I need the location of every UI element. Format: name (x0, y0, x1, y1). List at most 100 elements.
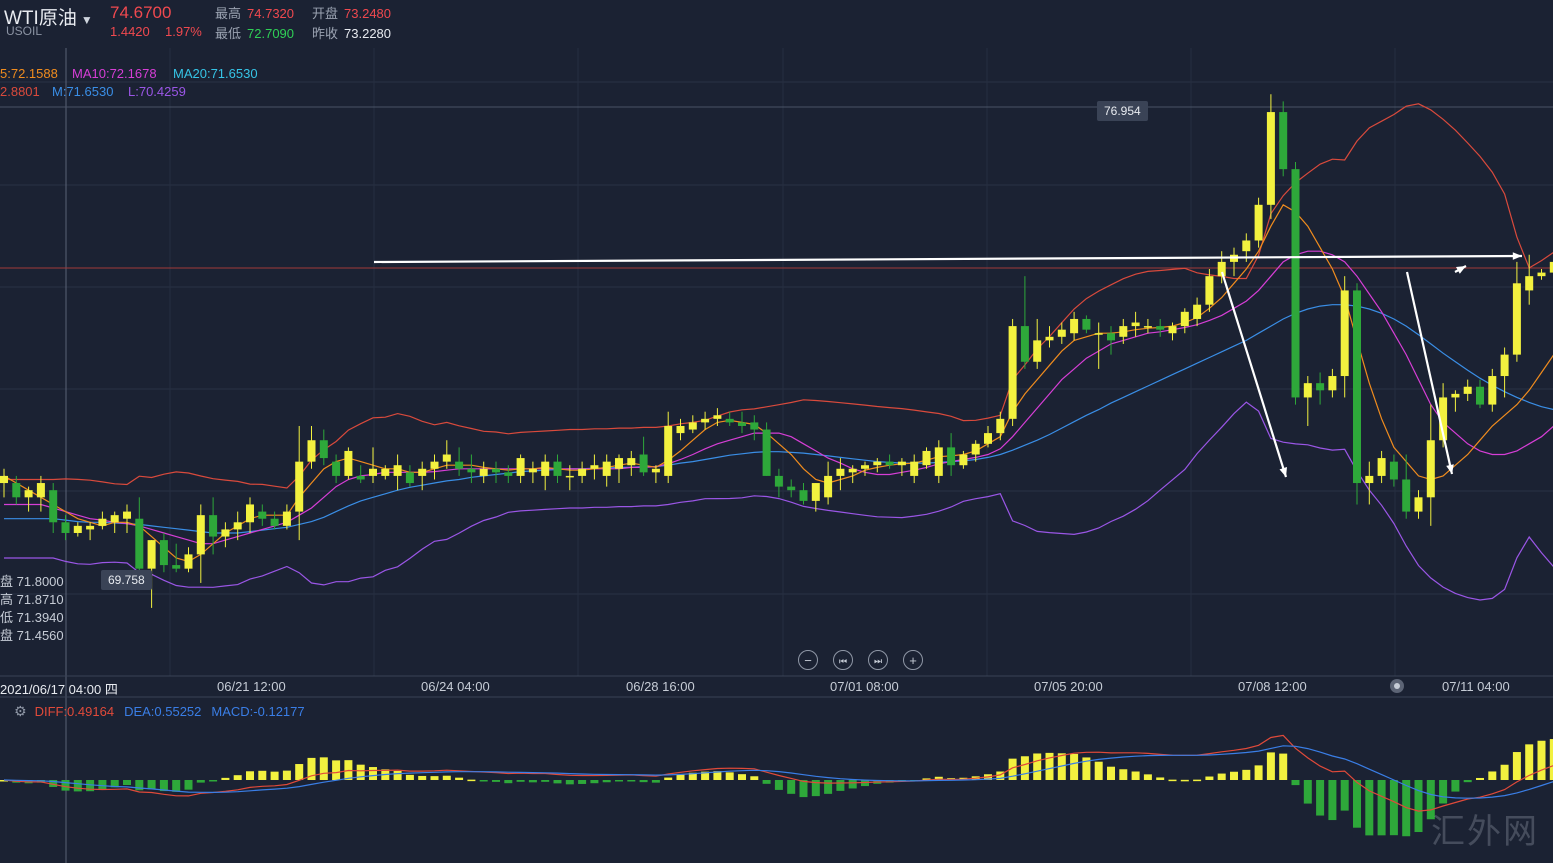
candle (0, 468, 8, 498)
zoom-out-button[interactable]: − (798, 650, 818, 670)
macd-bar (553, 780, 562, 784)
candle (1180, 308, 1189, 334)
macd-bar (270, 771, 279, 780)
symbol-code: USOIL (6, 24, 43, 38)
candle (1365, 461, 1374, 505)
candle (405, 465, 414, 487)
macd-bar (836, 780, 845, 791)
candle (922, 447, 931, 469)
candle-body (639, 454, 648, 473)
candle-body (1365, 475, 1374, 484)
boll-lower-line (4, 401, 1553, 601)
candle-body (0, 475, 8, 484)
macd-bar (922, 778, 931, 780)
candle-body (516, 458, 525, 476)
candle-body (1020, 326, 1029, 362)
macd-bar (73, 780, 82, 792)
cursor-time-label: 2021/06/17 04:00 四 (0, 682, 118, 697)
candle-body (98, 518, 107, 526)
macd-bar (1328, 780, 1337, 821)
macd-bar (701, 771, 710, 780)
macd-bar (1205, 776, 1214, 780)
symbol-selector[interactable]: WTI原油 ▼ (4, 3, 93, 30)
macd-bar (1094, 761, 1103, 780)
zoom-in-button[interactable]: + (903, 650, 923, 670)
candle (984, 425, 992, 448)
macd-bar (848, 780, 857, 789)
candle-body (209, 515, 218, 537)
macd-bar (184, 780, 193, 790)
macd-bar (1131, 771, 1140, 780)
candle-body (1291, 169, 1300, 398)
candle-body (578, 468, 587, 476)
macd-bar (787, 780, 796, 794)
candle-body (615, 458, 623, 469)
macd-bar (1525, 744, 1534, 780)
candle (1254, 197, 1263, 248)
candle-body (750, 422, 759, 430)
macd-bar (615, 780, 623, 782)
macd-bar (1180, 779, 1189, 782)
macd-bar (295, 764, 304, 780)
macd-bar (996, 771, 1005, 780)
candle-body (295, 461, 304, 512)
scroll-to-latest-button[interactable] (1390, 679, 1404, 693)
candle-body (664, 425, 673, 476)
candle-body (1205, 276, 1214, 305)
candle (73, 522, 82, 537)
low-stat: 最低 72.7090 (215, 26, 295, 41)
candle-body (934, 447, 943, 476)
prev-button[interactable]: ⏮ (833, 650, 853, 670)
candle-body (1476, 386, 1484, 405)
candle-body (1549, 261, 1553, 273)
candle (725, 411, 734, 426)
candle (627, 450, 636, 476)
macd-bar (713, 771, 722, 780)
candle-body (369, 468, 377, 476)
candle (1500, 347, 1509, 398)
macd-bar (258, 770, 267, 780)
candle-body (713, 415, 722, 419)
time-tick: 06/21 12:00 (217, 679, 286, 694)
candle-body (344, 450, 353, 476)
candle-body (885, 461, 894, 466)
candle (467, 454, 476, 484)
candle (799, 483, 808, 505)
macd-bar (0, 780, 8, 782)
macd-bar (602, 780, 611, 783)
candle-body (861, 465, 869, 469)
candle (1266, 94, 1275, 220)
candle (479, 461, 488, 484)
macd-bar (1008, 758, 1017, 780)
candle-body (1537, 272, 1546, 277)
gear-icon[interactable]: ⚙ (14, 703, 27, 719)
candle (24, 486, 33, 512)
macd-bar (824, 780, 833, 794)
min-price-badge: 69.758 (101, 570, 152, 590)
candle (811, 483, 820, 512)
candle-body (811, 483, 820, 501)
macd-bar (49, 780, 58, 787)
candle-body (418, 468, 427, 476)
macd-bar (664, 777, 673, 780)
candle (1131, 311, 1140, 337)
chevron-down-icon: ▼ (80, 13, 93, 27)
candle-body (688, 422, 697, 430)
candle-body (479, 468, 488, 476)
macd-bar (541, 780, 550, 782)
next-button[interactable]: ⏭ (868, 650, 888, 670)
candle-body (381, 468, 390, 476)
macd-bar (393, 770, 402, 780)
time-tick: 07/05 20:00 (1034, 679, 1103, 694)
candle-body (1180, 311, 1189, 327)
candle (1426, 404, 1435, 526)
macd-bar (233, 775, 242, 780)
candle-body (528, 468, 537, 473)
macd-bar (455, 777, 464, 780)
ma5-readout: 5:72.1588 (0, 66, 58, 81)
ohlc-row-low: 低 71.3940 (0, 610, 64, 625)
candle (1082, 315, 1091, 334)
macd-bar (1193, 779, 1202, 782)
candle (209, 497, 218, 555)
